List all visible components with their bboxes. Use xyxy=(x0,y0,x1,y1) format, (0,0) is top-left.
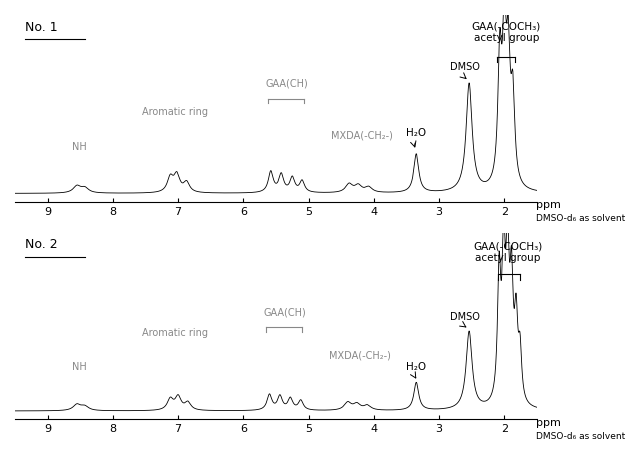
Text: GAA(-COCH₃)
acetyl group: GAA(-COCH₃) acetyl group xyxy=(473,242,542,263)
Text: DMSO-d₆ as solvent: DMSO-d₆ as solvent xyxy=(536,214,625,223)
Text: GAA(CH): GAA(CH) xyxy=(264,307,307,318)
Text: Aromatic ring: Aromatic ring xyxy=(142,107,208,117)
Text: ppm: ppm xyxy=(536,200,561,210)
Text: NH: NH xyxy=(72,142,86,152)
Text: DMSO: DMSO xyxy=(451,62,480,72)
Text: No. 2: No. 2 xyxy=(26,238,58,251)
Text: H₂O: H₂O xyxy=(406,128,426,138)
Text: MXDA(-CH₂-): MXDA(-CH₂-) xyxy=(331,130,393,140)
Text: NH: NH xyxy=(72,362,86,372)
Text: ppm: ppm xyxy=(536,418,561,428)
Text: No. 1: No. 1 xyxy=(26,20,58,34)
Text: DMSO-d₆ as solvent: DMSO-d₆ as solvent xyxy=(536,432,625,441)
Text: DMSO: DMSO xyxy=(451,312,480,322)
Text: GAA(CH): GAA(CH) xyxy=(265,79,308,89)
Text: H₂O: H₂O xyxy=(406,362,426,372)
Text: MXDA(-CH₂-): MXDA(-CH₂-) xyxy=(328,351,390,361)
Text: Aromatic ring: Aromatic ring xyxy=(142,329,208,339)
Text: GAA(-COCH₃)
acetyl group: GAA(-COCH₃) acetyl group xyxy=(472,21,541,43)
